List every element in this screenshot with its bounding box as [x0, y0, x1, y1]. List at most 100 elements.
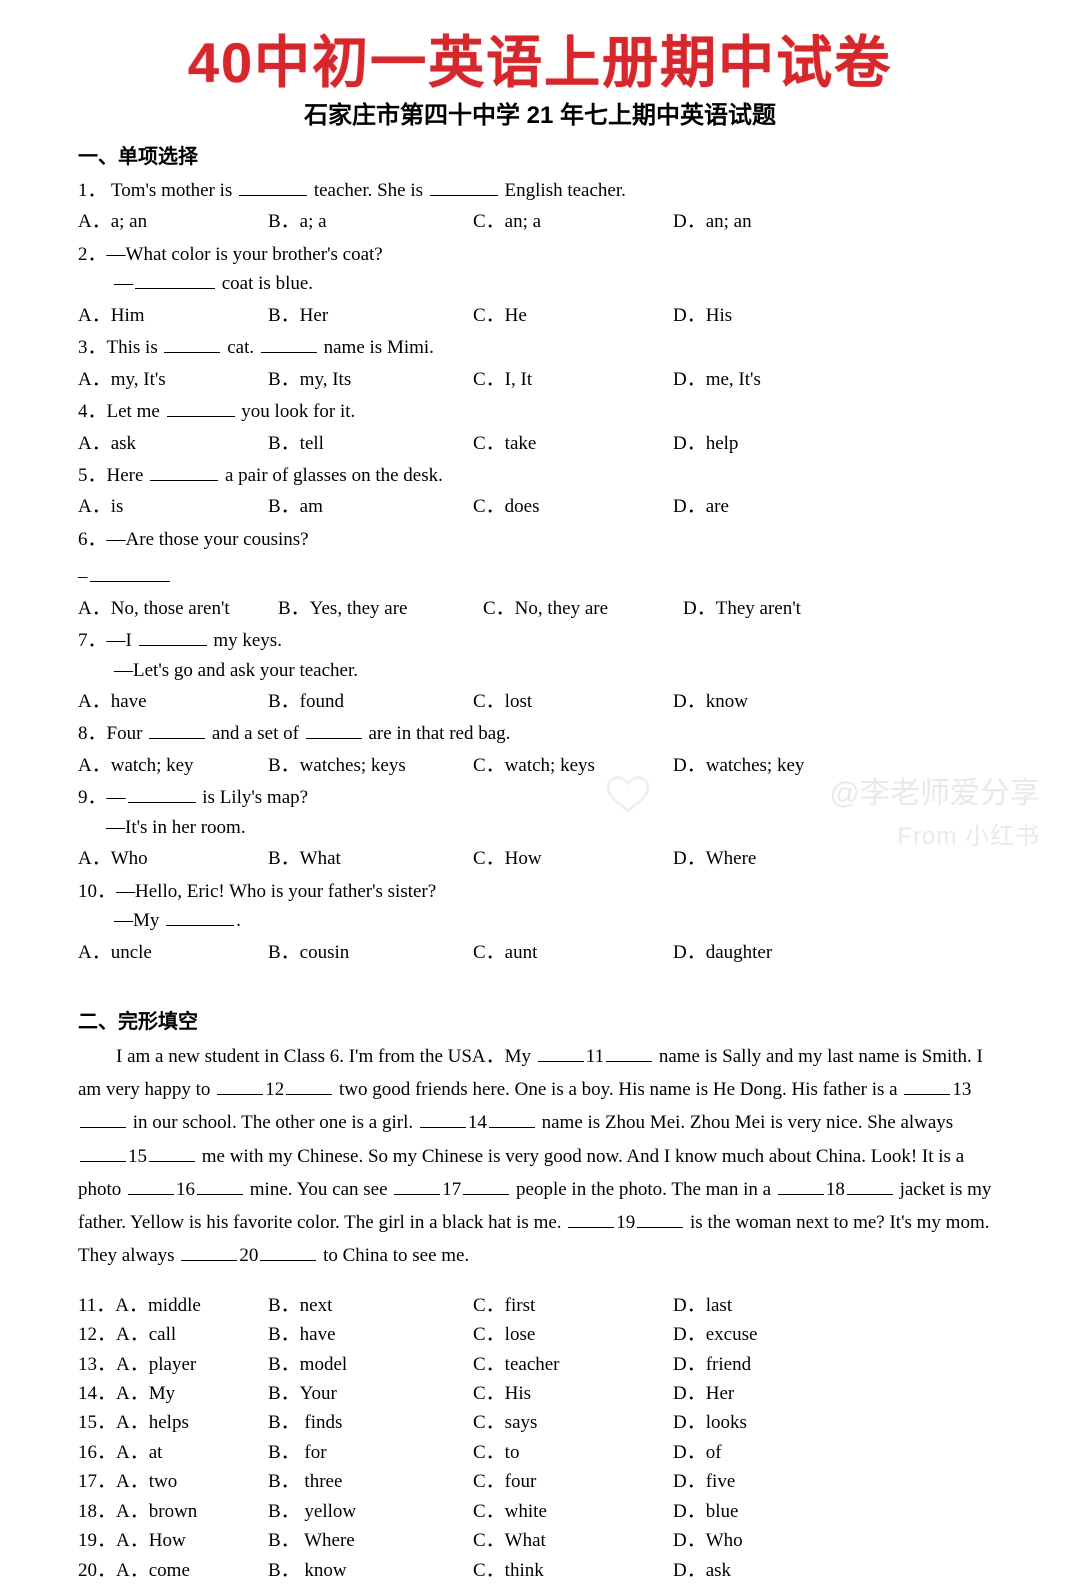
q8-opt-d: D．watches; key [673, 751, 804, 780]
blank [568, 1210, 614, 1228]
c12c: C．lose [473, 1320, 673, 1349]
blank [217, 1077, 263, 1095]
c17b: B． three [268, 1467, 473, 1496]
q8-opt-b: B．watches; keys [268, 751, 473, 780]
blank [538, 1044, 584, 1062]
blank [149, 721, 205, 739]
c17n: 17． [78, 1471, 116, 1492]
q1-opt-b: B．a; a [268, 207, 473, 236]
q1-opt-c: C．an; a [473, 207, 673, 236]
c11b: B．next [268, 1291, 473, 1320]
c15b: B． finds [268, 1408, 473, 1437]
q2-opt-c: C．He [473, 301, 673, 330]
p-a: I am a new student in Class 6. I'm from … [116, 1046, 536, 1067]
b19: 19 [616, 1212, 635, 1233]
q7-t2: my keys. [209, 630, 282, 651]
c20b: B． know [268, 1556, 473, 1585]
c12b: B．have [268, 1320, 473, 1349]
c14d: D．Her [673, 1379, 734, 1408]
blank [637, 1210, 683, 1228]
c20n: 20． [78, 1560, 116, 1581]
c19n: 19． [78, 1530, 116, 1551]
blank [306, 721, 362, 739]
q3-opt-d: D．me, It's [673, 365, 761, 394]
q1-t3: English teacher. [505, 180, 626, 201]
cloze-row-15: 15．A．helpsB． findsC．saysD．looks [78, 1408, 1002, 1437]
c11c: C．first [473, 1291, 673, 1320]
q6-l1: —Are those your cousins? [107, 529, 309, 550]
blank [847, 1177, 893, 1195]
q9-opt-b: B．What [268, 844, 473, 873]
cloze-row-17: 17．A．twoB． threeC．fourD．five [78, 1467, 1002, 1496]
c11n: 11． [78, 1295, 115, 1316]
blank [128, 1177, 174, 1195]
q1-opt-d: D．an; an [673, 207, 752, 236]
c20d: D．ask [673, 1556, 731, 1585]
q10-opt-b: B．cousin [268, 938, 473, 967]
q9-l2: —It's in her room. [78, 813, 1002, 842]
blank [197, 1177, 243, 1195]
blank [420, 1110, 466, 1128]
q10-opt-c: C．aunt [473, 938, 673, 967]
b18: 18 [826, 1179, 845, 1200]
c16d: D．of [673, 1438, 722, 1467]
blank [778, 1177, 824, 1195]
question-3: 3．This is cat. name is Mimi. A．my, It's … [78, 333, 1002, 394]
q8-opt-a: A．watch; key [78, 751, 268, 780]
blank [261, 335, 317, 353]
p-c: two good friends here. One is a boy. His… [339, 1079, 902, 1100]
c16c: C．to [473, 1438, 673, 1467]
blank [239, 178, 307, 196]
p-h: people in the photo. The man in a [516, 1179, 776, 1200]
b15: 15 [128, 1146, 147, 1167]
blank [167, 399, 235, 417]
blank [166, 908, 234, 926]
c17d: D．five [673, 1467, 735, 1496]
blank [164, 335, 220, 353]
q6-num: 6． [78, 529, 107, 550]
blank [150, 463, 218, 481]
blank [463, 1177, 509, 1195]
p-e: name is Zhou Mei. Zhou Mei is very nice.… [542, 1112, 954, 1133]
blank [394, 1177, 440, 1195]
p-k: to China to see me. [323, 1245, 469, 1266]
question-5: 5．Here a pair of glasses on the desk. A．… [78, 461, 1002, 522]
p-d: in our school. The other one is a girl. [133, 1112, 418, 1133]
q5-t2: a pair of glasses on the desk. [220, 465, 443, 486]
blank [260, 1243, 316, 1261]
blank [80, 1144, 126, 1162]
q5-opt-d: D．are [673, 492, 729, 521]
q3-t2: cat. [222, 337, 258, 358]
c13a: A．player [116, 1354, 196, 1375]
q10-t2: . [236, 910, 241, 931]
c13n: 13． [78, 1354, 116, 1375]
c20a: A．come [116, 1560, 190, 1581]
question-8: 8．Four and a set of are in that red bag.… [78, 719, 1002, 780]
cloze-row-12: 12．A．callB．haveC．loseD．excuse [78, 1320, 1002, 1349]
q9-num: 9． [78, 787, 107, 808]
question-2: 2．—What color is your brother's coat? — … [78, 240, 1002, 330]
c11a: A．middle [115, 1295, 201, 1316]
q4-opt-b: B．tell [268, 429, 473, 458]
question-9: 9．— is Lily's map? —It's in her room. A．… [78, 783, 1002, 873]
c16n: 16． [78, 1442, 116, 1463]
q7-opt-b: B．found [268, 687, 473, 716]
c19c: C．What [473, 1526, 673, 1555]
c19d: D．Who [673, 1526, 743, 1555]
b17: 17 [442, 1179, 461, 1200]
q9-opt-c: C．How [473, 844, 673, 873]
c19a: A．How [116, 1530, 186, 1551]
blank [80, 1110, 126, 1128]
c19b: B． Where [268, 1526, 473, 1555]
q8-t2: and a set of [207, 723, 304, 744]
q10-num: 10． [78, 881, 116, 902]
q1-num: 1． [78, 180, 107, 201]
c13d: D．friend [673, 1350, 751, 1379]
cloze-options-table: 11．A．middle B．nextC．firstD．last 12．A．call… [78, 1291, 1002, 1585]
q2-opt-a: A．Him [78, 301, 268, 330]
cloze-row-18: 18．A．brownB． yellowC．whiteD．blue [78, 1497, 1002, 1526]
c16b: B． for [268, 1438, 473, 1467]
q1-opt-a: A．a; an [78, 207, 268, 236]
c11d: D．last [673, 1291, 732, 1320]
c13c: C．teacher [473, 1350, 673, 1379]
